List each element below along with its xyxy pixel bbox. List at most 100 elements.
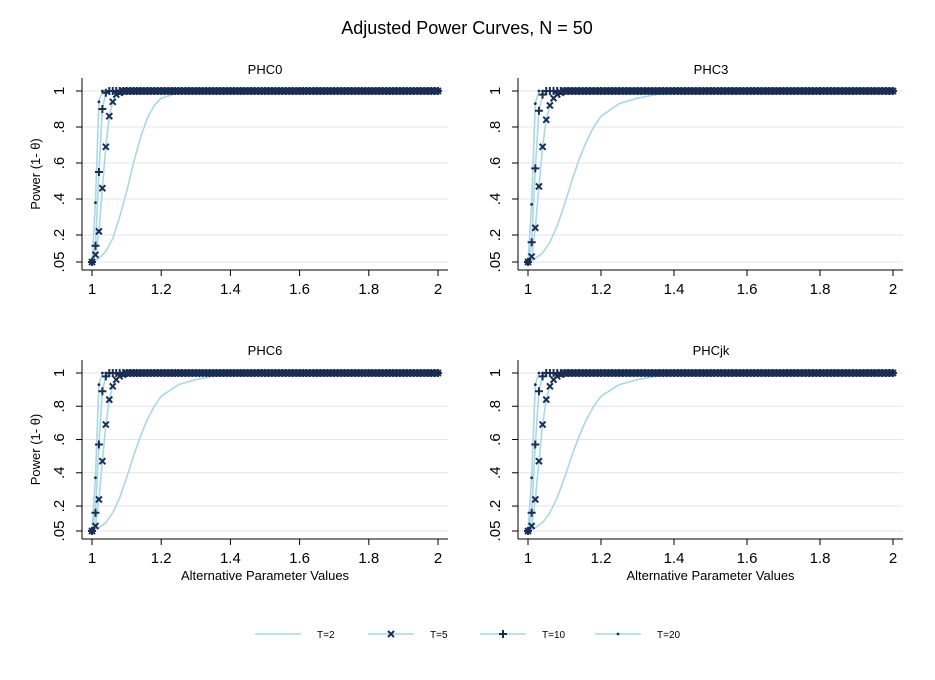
- series-t20-point: [398, 371, 402, 375]
- series-t10-point: [534, 387, 543, 396]
- series-t20-point: [690, 89, 694, 93]
- series-t20-point: [263, 89, 267, 93]
- series-t20-point: [436, 89, 440, 93]
- series-t20-point: [745, 89, 749, 93]
- series-t20-point: [603, 371, 607, 375]
- series-t20-point: [135, 371, 139, 375]
- series-t5-point: [102, 143, 110, 151]
- x-tick-label: 2: [434, 550, 442, 567]
- y-tick-label: 1: [487, 369, 504, 377]
- series-t20-point: [804, 89, 807, 93]
- series-markers: [524, 87, 897, 266]
- x-tick-label: 2: [434, 281, 442, 298]
- x-tick-label: 2: [889, 281, 897, 298]
- series-t20-point: [632, 89, 636, 93]
- legend-label: T=5: [430, 630, 448, 641]
- panel-title: PHC6: [248, 343, 283, 358]
- y-tick-label: .4: [487, 193, 504, 206]
- series-t20-point: [139, 371, 142, 375]
- y-tick-label: .05: [487, 521, 504, 542]
- series-t20-point: [294, 371, 298, 375]
- series-t20-point: [585, 371, 588, 375]
- series-t20-point: [184, 89, 187, 93]
- series-t10-point: [527, 238, 536, 247]
- series-t20-point: [541, 89, 544, 93]
- series-t20-point: [793, 371, 796, 375]
- series-t20-point: [291, 89, 295, 93]
- series-t20-point: [574, 371, 577, 375]
- series-t20-point: [100, 89, 104, 93]
- series-t20-point: [731, 371, 734, 375]
- series-t20-point: [215, 371, 218, 375]
- series-t20-point: [880, 371, 884, 375]
- x-tick-label: 1.2: [591, 281, 612, 298]
- series-t20-point: [668, 89, 672, 93]
- series-t20-point: [588, 371, 592, 375]
- series-t5-line: [527, 372, 893, 532]
- series-t20-point: [643, 89, 647, 93]
- series-t20-point: [315, 89, 319, 93]
- series-t20-point: [559, 371, 563, 375]
- series-t20-point: [563, 371, 566, 375]
- series-t20-point: [111, 371, 115, 375]
- series-t20-point: [672, 89, 676, 93]
- series-t20-point: [405, 371, 409, 375]
- series-t20-point: [267, 89, 270, 93]
- series-t5-point: [546, 101, 554, 110]
- series-t20-point: [294, 89, 298, 93]
- series-t20-point: [249, 89, 253, 93]
- series-t20-point: [683, 371, 687, 375]
- legend-item-t2: T=2: [255, 630, 335, 641]
- legend-swatch-marker: [387, 630, 395, 638]
- series-t5-point: [531, 224, 540, 232]
- series-t20-point: [811, 89, 815, 93]
- series-t20-point: [114, 89, 118, 93]
- series-t20-point: [814, 371, 818, 375]
- series-t20-point: [370, 89, 374, 93]
- y-tick-label: .4: [487, 467, 504, 480]
- legend-label: T=10: [542, 630, 566, 641]
- series-t20-point: [90, 260, 94, 264]
- series-t20-point: [350, 89, 353, 93]
- series-t20-point: [419, 371, 423, 375]
- series-t20-point: [229, 89, 232, 93]
- y-tick-label: .6: [51, 157, 68, 170]
- series-t20-point: [239, 89, 243, 93]
- y-axis-title: Power (1- θ): [28, 414, 43, 486]
- series-t20-point: [163, 371, 167, 375]
- series-t20-point: [782, 371, 785, 375]
- series-t20-point: [683, 89, 687, 93]
- series-t20-point: [741, 89, 745, 93]
- series-t20-point: [712, 371, 716, 375]
- series-t20-point: [232, 89, 236, 93]
- series-t10-point: [98, 387, 107, 396]
- series-t20-point: [367, 371, 371, 375]
- series-t20-point: [121, 89, 125, 93]
- series-t20-point: [793, 89, 796, 93]
- legend-item-t20: T=20: [595, 630, 681, 641]
- series-t20-point: [339, 371, 343, 375]
- x-tick-label: 2: [889, 550, 897, 567]
- series-t20-point: [763, 89, 767, 93]
- series-t20-point: [277, 371, 281, 375]
- series-t20-point: [433, 89, 436, 93]
- series-t20-point: [298, 89, 301, 93]
- series-t20-point: [260, 89, 263, 93]
- series-t20-point: [249, 371, 253, 375]
- x-tick-label: 1.6: [737, 550, 758, 567]
- series-t20-point: [391, 89, 395, 93]
- series-t20-point: [412, 371, 416, 375]
- series-t20-point: [661, 371, 665, 375]
- series-t5-line: [527, 90, 893, 263]
- series-t20-point: [104, 89, 108, 93]
- series-t20-point: [818, 89, 822, 93]
- series-t5-point: [546, 382, 554, 391]
- series-t20-point: [548, 89, 552, 93]
- series-t20-point: [789, 371, 793, 375]
- series-t20-point: [215, 89, 218, 93]
- series-t20-point: [232, 371, 236, 375]
- series-t20-point: [585, 89, 588, 93]
- series-t20-point: [873, 89, 877, 93]
- series-t20-point: [374, 89, 378, 93]
- series-t20-point: [687, 371, 690, 375]
